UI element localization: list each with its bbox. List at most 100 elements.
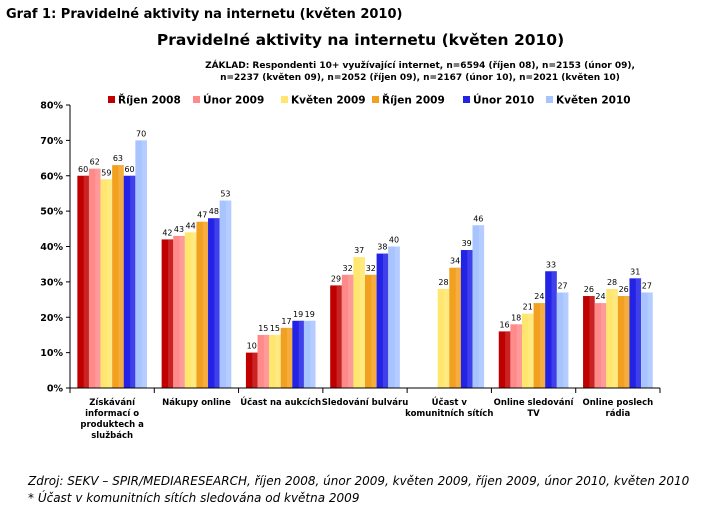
data-label: 21 [523, 303, 533, 312]
data-label: 19 [305, 310, 315, 319]
bar-highlight [168, 239, 174, 388]
bar [88, 168, 101, 388]
bar-highlight [444, 288, 450, 388]
data-label: 33 [546, 260, 556, 269]
figure-caption: Graf 1: Pravidelné aktivity na internetu… [6, 7, 403, 22]
bar-highlight [647, 292, 653, 388]
legend-swatch [372, 96, 379, 103]
bar [173, 235, 185, 388]
data-label: 63 [113, 154, 123, 163]
bar [257, 334, 270, 388]
data-label: 24 [595, 292, 605, 301]
category-label-line: Online poslech [583, 398, 654, 408]
data-label: 62 [90, 158, 100, 167]
legend-label: Únor 2009 [203, 94, 264, 107]
category-label-line: produktech a [80, 420, 144, 430]
bar [184, 232, 197, 388]
bar-highlight [191, 232, 197, 388]
bar [112, 165, 124, 388]
bar [606, 288, 618, 388]
sample-basis-note: ZÁKLAD: Respondenti 10+ využívající inte… [205, 61, 635, 83]
data-label: 43 [174, 225, 184, 234]
bar [135, 140, 147, 388]
bar [617, 296, 630, 388]
legend-swatch [463, 96, 470, 103]
bar [594, 303, 607, 388]
category-label-line: Účast v [432, 396, 468, 408]
bar [208, 218, 220, 388]
data-label: 70 [136, 129, 146, 138]
bar-highlight [348, 274, 354, 388]
legend-swatch [281, 96, 288, 103]
bar-highlight [589, 296, 595, 388]
y-axis: 0% 10% 20% 30% 40% 50% 60% 70% 80% [40, 101, 71, 395]
category-label-line: TV [527, 409, 540, 419]
data-label: 24 [534, 292, 544, 301]
bar [245, 352, 258, 388]
y-tick-label: 70% [40, 136, 63, 147]
bar-highlight [394, 246, 400, 388]
bar-highlight [226, 200, 232, 388]
chart-legend: Říjen 2008 Únor 2009 Květen 2009 Říjen 2009… [108, 94, 631, 107]
bar-highlight [252, 352, 258, 388]
footnote: * Účast v komunitních sítích sledována o… [28, 491, 360, 505]
data-label: 19 [293, 310, 303, 319]
legend-label: Květen 2010 [556, 95, 631, 107]
bar-highlight [624, 296, 630, 388]
data-label: 48 [209, 207, 219, 216]
legend-label: Říjen 2008 [118, 94, 181, 107]
data-label: 42 [162, 228, 172, 237]
bar-highlight [287, 327, 293, 388]
data-label: 44 [186, 221, 196, 230]
chart-title: Pravidelné aktivity na internetu (květen… [156, 31, 565, 49]
data-label: 32 [366, 264, 376, 273]
data-label: 39 [462, 239, 472, 248]
bar [280, 327, 293, 388]
bar [583, 296, 595, 388]
bar-chart: Říjen 2008 Únor 2009 Květen 2009 Říjen 2009… [40, 94, 661, 441]
data-label: 34 [450, 257, 460, 266]
bar-highlight [539, 303, 546, 388]
bar-highlight [202, 221, 209, 388]
x-axis: Získávání informací o produktech a službách… [69, 387, 661, 441]
category-label-line: rádia [606, 409, 631, 419]
category-label: Účast na aukcích [240, 396, 321, 408]
bar-highlight [263, 334, 270, 388]
bar [123, 175, 136, 388]
category-label: Online poslech rádia [583, 398, 654, 419]
bar-highlight [528, 313, 534, 388]
category-label-line: komunitních sítích [405, 409, 493, 419]
bar [219, 200, 232, 388]
bar-highlight [336, 285, 342, 388]
bar-highlight [505, 331, 511, 388]
bar-highlight [478, 225, 485, 388]
category-label: Účast v komunitních sítích [405, 396, 493, 419]
bar [521, 313, 534, 388]
bar [510, 324, 522, 388]
bar-highlight [563, 292, 569, 388]
bar-highlight [130, 175, 136, 388]
bar-highlight [141, 140, 147, 388]
legend-label: Únor 2010 [473, 94, 534, 107]
data-label: 37 [354, 246, 364, 255]
bar [196, 221, 209, 388]
bar [498, 331, 511, 388]
data-label: 38 [377, 243, 387, 252]
bar-highlight [95, 168, 101, 388]
category-label-line: Online sledování [494, 398, 575, 408]
data-label: 16 [499, 320, 509, 329]
category-label: Sledování bulváru [322, 398, 409, 408]
y-tick-label: 30% [40, 277, 63, 288]
bar-highlight [371, 274, 377, 388]
y-tick-label: 50% [40, 207, 63, 218]
legend-swatch [546, 96, 553, 103]
bar [365, 274, 377, 388]
data-label: 27 [557, 281, 567, 290]
data-label: 59 [101, 168, 111, 177]
bar-highlight [310, 320, 316, 388]
category-label-line: Získávání [89, 398, 136, 408]
data-label: 46 [473, 214, 483, 223]
bar [269, 334, 281, 388]
y-tick-label: 80% [40, 101, 63, 112]
legend-swatch [108, 96, 115, 103]
